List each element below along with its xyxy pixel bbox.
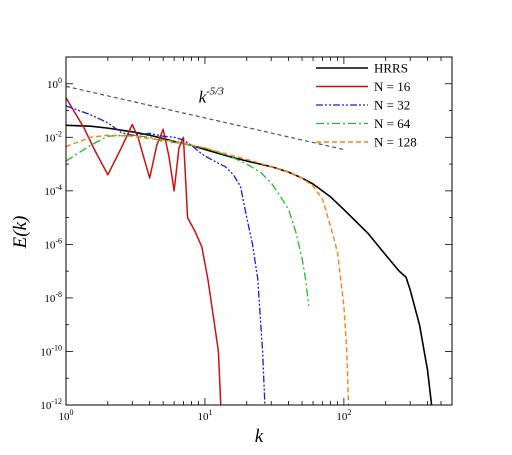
- series-line-4: [66, 134, 350, 405]
- y-axis-label: E(k): [10, 216, 31, 250]
- series-group: [66, 85, 433, 405]
- axes-group: 100 101 102 100 10-2 10-4 10-6 10-8 10-10 10-12: [40, 56, 453, 423]
- legend-label: N = 128: [374, 135, 417, 150]
- y-tick-label: 10-2: [44, 129, 62, 144]
- x-tick-label: 102: [336, 408, 351, 423]
- x-tick-label: 100: [59, 408, 74, 423]
- slope-annotation-label: k-5/3: [199, 85, 225, 106]
- y-tick-label: 10-12: [40, 397, 62, 412]
- legend-label: N = 32: [374, 98, 410, 113]
- x-tick-label: 101: [197, 408, 212, 423]
- legend-label: HRRS: [374, 61, 408, 76]
- y-tick-label: 10-10: [40, 343, 62, 358]
- series-line-1: [66, 97, 222, 405]
- y-tick-label: 10-6: [44, 236, 62, 251]
- legend-label: N = 16: [374, 79, 411, 94]
- reference-slope-line: [66, 85, 345, 151]
- series-line-2: [66, 105, 266, 405]
- x-axis-label: k: [255, 426, 264, 447]
- plot-frame: [65, 56, 453, 406]
- y-tick-label: 10-8: [44, 290, 62, 305]
- legend-label: N = 64: [374, 116, 411, 131]
- y-tick-label: 10-4: [44, 183, 62, 198]
- series-line-3: [66, 134, 310, 307]
- y-tick-label: 100: [47, 76, 62, 91]
- legend: HRRS N = 16 N = 32 N = 64 N = 128: [316, 61, 417, 150]
- slope-annotation: k-5/3: [199, 85, 225, 106]
